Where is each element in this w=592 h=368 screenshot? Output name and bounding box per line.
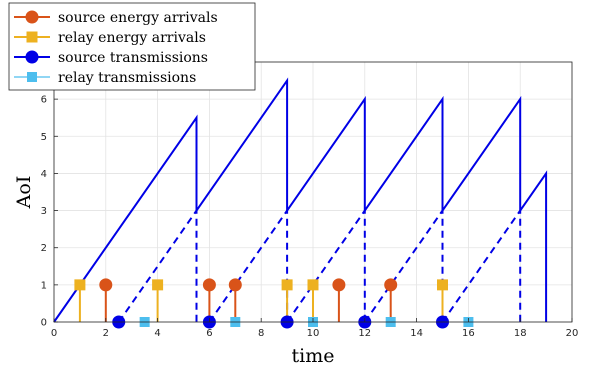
legend-label-relay-energy: relay energy arrivals xyxy=(58,30,206,46)
legend: source energy arrivals relay energy arri… xyxy=(8,2,256,91)
y-tick-label: 5 xyxy=(41,132,47,143)
aoi-solid-line xyxy=(53,77,548,323)
relay-energy-marker xyxy=(281,279,293,291)
x-tick-label: 14 xyxy=(410,328,423,339)
legend-item-relay-tx: relay transmissions xyxy=(14,70,196,86)
x-tick-label: 12 xyxy=(358,328,371,339)
y-tick-label: 2 xyxy=(41,243,47,254)
y-tick-label: 3 xyxy=(41,206,47,217)
relay-energy-marker xyxy=(437,279,448,291)
legend-item-source-energy: source energy arrivals xyxy=(14,10,218,26)
legend-label-source-energy: source energy arrivals xyxy=(58,10,218,26)
x-tick-label: 10 xyxy=(307,328,320,339)
source-energy-marker xyxy=(202,278,216,292)
y-tick-label: 6 xyxy=(41,95,47,106)
source-energy-marker xyxy=(99,278,113,292)
source-energy-marker xyxy=(332,278,346,292)
legend-marker-relay-tx xyxy=(27,72,37,82)
y-tick-label: 0 xyxy=(41,318,47,329)
relay-energy-marker xyxy=(74,279,86,291)
legend-item-source-tx: source transmissions xyxy=(14,50,208,66)
x-tick-label: 0 xyxy=(51,328,57,339)
relay-energy-marker xyxy=(152,279,164,291)
x-tick-label: 4 xyxy=(154,328,160,339)
aoi-dashed-line xyxy=(208,207,289,323)
x-axis-label: time xyxy=(292,345,335,367)
legend-item-relay-energy: relay energy arrivals xyxy=(14,30,206,46)
legend-marker-relay-energy xyxy=(26,31,38,43)
legend-marker-source-energy xyxy=(25,10,39,24)
x-tick-label: 2 xyxy=(103,328,109,339)
x-tick-label: 6 xyxy=(206,328,212,339)
legend-label-source-tx: source transmissions xyxy=(58,50,208,66)
x-tick-label: 8 xyxy=(258,328,264,339)
aoi-dashed-line xyxy=(441,207,522,323)
tick-labels: 0246810121416182001234567 xyxy=(41,58,579,340)
legend-marker-source-tx xyxy=(25,50,39,64)
y-tick-label: 1 xyxy=(41,280,47,291)
x-tick-label: 18 xyxy=(514,328,527,339)
y-axis-label: AoI xyxy=(13,176,35,210)
aoi-dashed-line xyxy=(286,207,366,323)
legend-label-relay-tx: relay transmissions xyxy=(58,70,196,86)
plot-data xyxy=(53,77,548,329)
y-tick-label: 4 xyxy=(41,169,47,180)
relay-energy-marker xyxy=(307,279,319,291)
source-energy-marker xyxy=(228,278,242,292)
aoi-dashed-line xyxy=(363,207,444,323)
x-tick-label: 20 xyxy=(566,328,579,339)
source-energy-marker xyxy=(384,278,398,292)
x-tick-label: 16 xyxy=(462,328,475,339)
